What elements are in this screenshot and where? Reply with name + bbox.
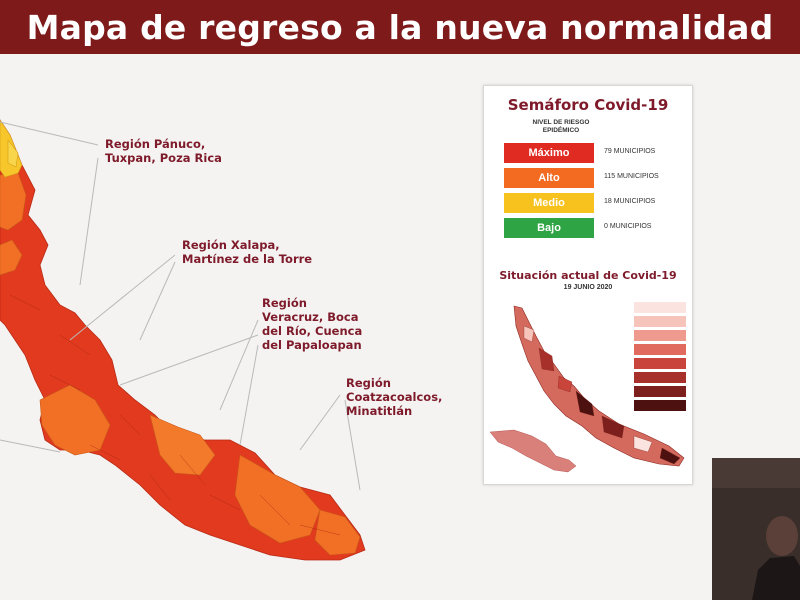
situacion-date: 19 JUNIO 2020: [563, 284, 613, 291]
risk-row-alto: Alto 115 MUNICIPIOS: [504, 168, 689, 188]
map-patch-alto-south: [234, 454, 321, 544]
semaforo-title: Semáforo Covid-19: [507, 96, 669, 114]
risk-chip-medio: Medio: [504, 193, 594, 213]
map-patch-medio-coast: [7, 139, 19, 168]
map-patch-alto-southeast: [314, 509, 361, 556]
risk-count-medio: 18 MUNICIPIOS: [604, 198, 656, 205]
region-label-line: Región: [262, 296, 307, 310]
region-label-line: Región Pánuco,: [105, 137, 206, 151]
region-label-veracruz: Región Veracruz, Boca del Río, Cuenca de…: [262, 296, 362, 352]
region-label-line: Tuxpan, Poza Rica: [105, 151, 222, 165]
title-bar: Mapa de regreso a la nueva normalidad: [0, 0, 800, 54]
veracruz-risk-map: [0, 119, 366, 561]
case-legend-item-4: [634, 344, 686, 355]
region-label-line: Región: [346, 376, 391, 390]
case-legend-item-3: [634, 330, 686, 341]
risk-chip-maximo: Máximo: [504, 143, 594, 163]
case-density-patches: [523, 325, 681, 465]
risk-chip-alto: Alto: [504, 168, 594, 188]
region-label-line: Minatitlán: [346, 404, 413, 418]
risk-count-alto: 115 MUNICIPIOS: [604, 173, 659, 180]
nivel-riesgo-line: EPIDÉMICO: [542, 127, 580, 134]
risk-count-maximo: 79 MUNICIPIOS: [604, 148, 656, 155]
risk-row-medio: Medio 18 MUNICIPIOS: [504, 193, 689, 213]
region-label-line: Coatzacoalcos,: [346, 390, 443, 404]
case-legend-item-6: [634, 372, 686, 383]
speaker-silhouette: [712, 458, 800, 600]
nivel-riesgo-line: NIVEL DE RIESGO: [532, 119, 590, 126]
region-label-line: Veracruz, Boca: [262, 310, 359, 324]
region-label-line: del Río, Cuenca: [262, 324, 363, 338]
nivel-riesgo-label: NIVEL DE RIESGO EPIDÉMICO: [506, 119, 616, 135]
mexico-inset-map: [489, 429, 577, 473]
case-legend-item-7: [634, 386, 686, 397]
situacion-mini-map: [489, 305, 685, 473]
risk-row-bajo: Bajo 0 MUNICIPIOS: [504, 218, 689, 238]
page-title: Mapa de regreso a la nueva normalidad: [26, 7, 774, 47]
risk-row-maximo: Máximo 79 MUNICIPIOS: [504, 143, 689, 163]
region-label-xalapa: Región Xalapa, Martínez de la Torre: [182, 238, 312, 266]
region-label-line: Martínez de la Torre: [182, 252, 313, 266]
map-patch-alto-center-north: [0, 239, 23, 276]
region-label-line: Región Xalapa,: [182, 238, 280, 252]
semaforo-panel: Semáforo Covid-19 NIVEL DE RIESGO EPIDÉM…: [483, 85, 693, 485]
speaker-video-inset: [712, 458, 800, 600]
region-label-panuco: Región Pánuco, Tuxpan, Poza Rica: [105, 137, 222, 165]
case-legend-item-5: [634, 358, 686, 369]
region-label-line: del Papaloapan: [262, 338, 362, 352]
case-legend-item-1: [634, 302, 686, 313]
case-legend-item-8: [634, 400, 686, 411]
risk-count-bajo: 0 MUNICIPIOS: [604, 223, 652, 230]
risk-chip-bajo: Bajo: [504, 218, 594, 238]
municipal-boundaries: [9, 294, 341, 536]
situacion-title: Situación actual de Covid-19: [499, 269, 677, 282]
map-patch-alto-central: [149, 414, 216, 476]
region-label-coatzacoalcos: Región Coatzacoalcos, Minatitlán: [346, 376, 442, 418]
case-legend-item-2: [634, 316, 686, 327]
